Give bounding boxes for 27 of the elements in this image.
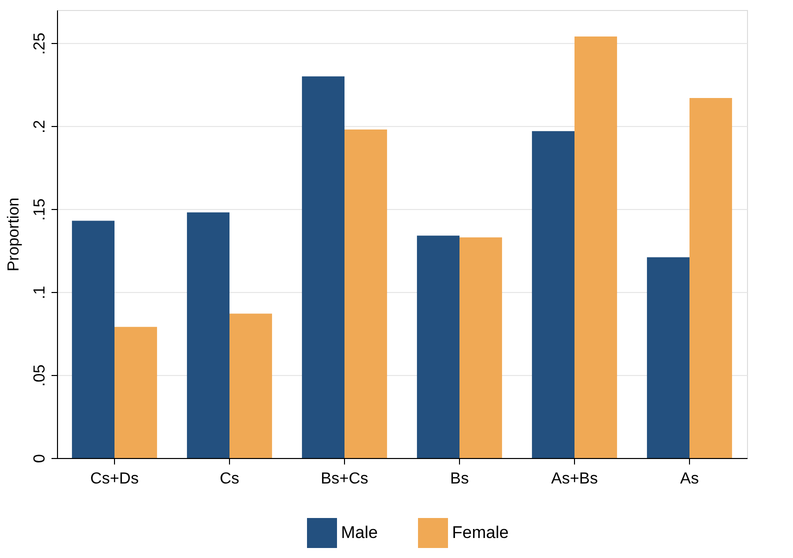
bar xyxy=(460,237,502,458)
y-tick-label: .15 xyxy=(32,198,48,221)
y-tick-label: .25 xyxy=(32,32,48,55)
y-tick-label: .05 xyxy=(32,364,48,387)
bar xyxy=(72,220,114,458)
x-tick-label: Cs xyxy=(220,470,240,488)
y-tick-label: .1 xyxy=(32,286,48,300)
bar xyxy=(230,314,272,458)
y-tick-label: 0 xyxy=(32,454,48,463)
x-tick-label: Cs+Ds xyxy=(90,470,139,488)
y-tick-label: .2 xyxy=(32,120,48,134)
x-tick-label: As+Bs xyxy=(551,470,598,488)
x-tick-label: Bs+Cs xyxy=(320,470,368,488)
bar xyxy=(186,212,230,458)
legend-label: Female xyxy=(452,523,509,542)
bar xyxy=(114,326,158,458)
bar xyxy=(532,131,574,458)
bar xyxy=(574,36,618,458)
bar xyxy=(302,76,344,458)
x-tick-label: As xyxy=(680,470,699,488)
legend-label: Male xyxy=(341,523,378,542)
bar xyxy=(690,98,732,458)
bar xyxy=(646,257,690,458)
x-tick-label: Bs xyxy=(450,470,469,488)
bar xyxy=(416,236,460,458)
bar xyxy=(344,129,388,458)
y-axis-title: Proportion xyxy=(6,198,22,272)
